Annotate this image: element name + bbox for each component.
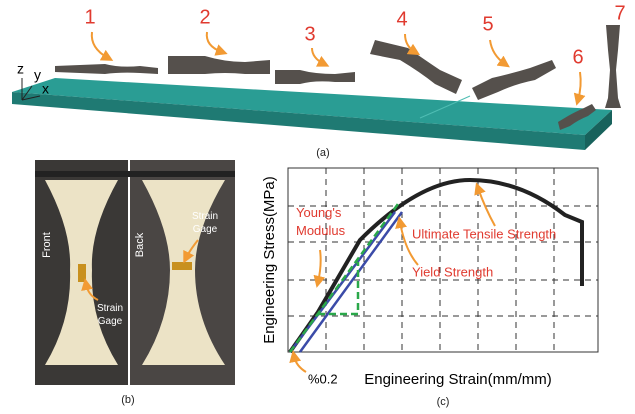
ultimate-strength: Ultimate Tensile Strength: [412, 226, 556, 241]
specimen-number: 5: [482, 13, 493, 35]
axis-z: z: [17, 61, 24, 77]
figure: 1234567 z y x (a) Front Back StrainGage …: [0, 0, 635, 414]
photos: [35, 160, 235, 385]
specimen-number: 4: [396, 8, 407, 30]
caption-b: (b): [121, 394, 134, 406]
axis-y: y: [34, 67, 41, 83]
y-axis-label: Engineering Stress(MPa): [261, 176, 278, 344]
plot-frame: [288, 168, 598, 352]
specimen-number: 3: [304, 23, 315, 45]
back-label: Back: [134, 232, 146, 257]
offset-label: %0.2: [308, 371, 338, 386]
yield-strength: Yield Strength: [412, 264, 493, 279]
specimen-number: 2: [199, 6, 210, 28]
caption-a: (a): [316, 147, 329, 159]
specimen-number: 1: [84, 6, 95, 28]
axis-x: x: [42, 81, 49, 97]
x-axis-label: Engineering Strain(mm/mm): [364, 371, 552, 388]
front-label: Front: [41, 232, 53, 258]
specimen-number: 7: [614, 2, 625, 24]
specimen-number: 6: [572, 46, 583, 68]
specimen-labels: 1 2 3 4 5 6 7: [84, 2, 625, 68]
build-plate: [12, 78, 612, 150]
caption-c: (c): [437, 396, 450, 408]
